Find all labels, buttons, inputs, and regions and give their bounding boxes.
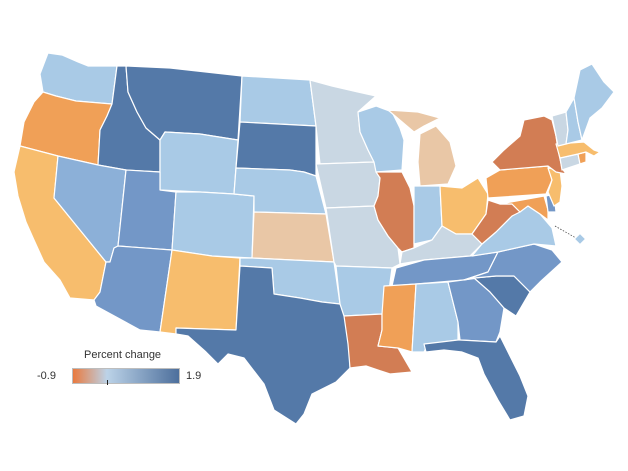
state-fl[interactable]	[423, 335, 529, 421]
state-nd[interactable]	[239, 75, 317, 127]
state-ia[interactable]	[315, 161, 381, 209]
state-me[interactable]	[573, 63, 615, 141]
state-tx[interactable]	[175, 265, 351, 425]
state-wy[interactable]	[159, 131, 239, 195]
legend-min-label: -0.9	[37, 370, 56, 382]
dc-callout-line	[554, 225, 577, 239]
state-ks[interactable]	[251, 211, 335, 263]
state-wi[interactable]	[357, 105, 405, 173]
legend-title: Percent change	[84, 349, 162, 361]
state-dc[interactable]	[573, 232, 587, 246]
legend-color-bar	[72, 368, 180, 384]
state-il[interactable]	[373, 171, 415, 253]
state-nm[interactable]	[159, 249, 241, 335]
legend-zero-marker	[106, 380, 108, 385]
state-md[interactable]	[499, 195, 549, 221]
state-nc[interactable]	[463, 243, 563, 293]
state-ma[interactable]	[555, 141, 601, 159]
state-ms[interactable]	[377, 283, 417, 353]
legend-max-label: 1.9	[186, 370, 202, 382]
state-co[interactable]	[171, 191, 255, 259]
state-pa[interactable]	[485, 165, 553, 199]
state-mi[interactable]	[387, 109, 457, 187]
